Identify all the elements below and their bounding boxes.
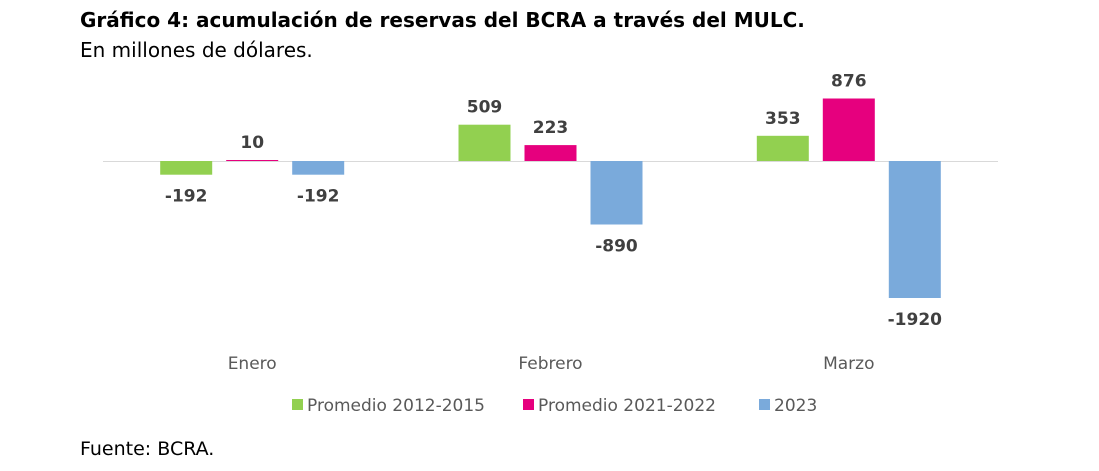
bar-enero-promedio-2021-2022: [226, 160, 279, 161]
category-labels-group: Enero Febrero Marzo: [228, 354, 875, 374]
legend: Promedio 2012-2015 Promedio 2021-2022 2023: [292, 396, 817, 416]
bar-enero-promedio-2012-2015: [160, 161, 213, 175]
chart-subtitle: En millones de dólares.: [80, 38, 313, 62]
legend-label-2023: 2023: [774, 396, 817, 416]
data-label-febrero-promedio-2021-2022: 223: [533, 118, 569, 138]
bar-febrero-promedio-2012-2015: [458, 124, 511, 161]
category-label-febrero: Febrero: [518, 354, 582, 374]
data-label-febrero-promedio-2012-2015: 509: [467, 98, 503, 118]
bar-marzo-promedio-2012-2015: [756, 135, 809, 161]
legend-swatch-promedio-2021-2022: [523, 399, 534, 410]
bars-group: [160, 98, 941, 298]
legend-swatch-2023: [759, 399, 770, 410]
data-labels-group: -192 10 -192 509 223 -890 353 876 -1920: [165, 72, 942, 331]
bar-febrero-2023: [590, 161, 643, 225]
bar-febrero-promedio-2021-2022: [524, 145, 577, 161]
data-label-enero-promedio-2021-2022: 10: [240, 133, 264, 153]
category-label-enero: Enero: [228, 354, 277, 374]
bar-marzo-promedio-2021-2022: [822, 98, 875, 161]
chart-title: Gráfico 4: acumulación de reservas del B…: [80, 8, 805, 32]
data-label-enero-2023: -192: [297, 187, 340, 207]
data-label-marzo-2023: -1920: [888, 310, 943, 330]
category-label-marzo: Marzo: [823, 354, 874, 374]
legend-swatch-promedio-2012-2015: [292, 399, 303, 410]
legend-label-promedio-2012-2015: Promedio 2012-2015: [307, 396, 485, 416]
data-label-marzo-promedio-2021-2022: 876: [831, 72, 867, 92]
data-label-enero-promedio-2012-2015: -192: [165, 187, 208, 207]
bar-enero-2023: [292, 161, 345, 175]
data-label-marzo-promedio-2012-2015: 353: [765, 109, 801, 129]
legend-label-promedio-2021-2022: Promedio 2021-2022: [538, 396, 716, 416]
data-label-febrero-2023: -890: [595, 237, 638, 257]
source-note: Fuente: BCRA.: [80, 438, 215, 460]
bar-marzo-2023: [888, 161, 941, 298]
